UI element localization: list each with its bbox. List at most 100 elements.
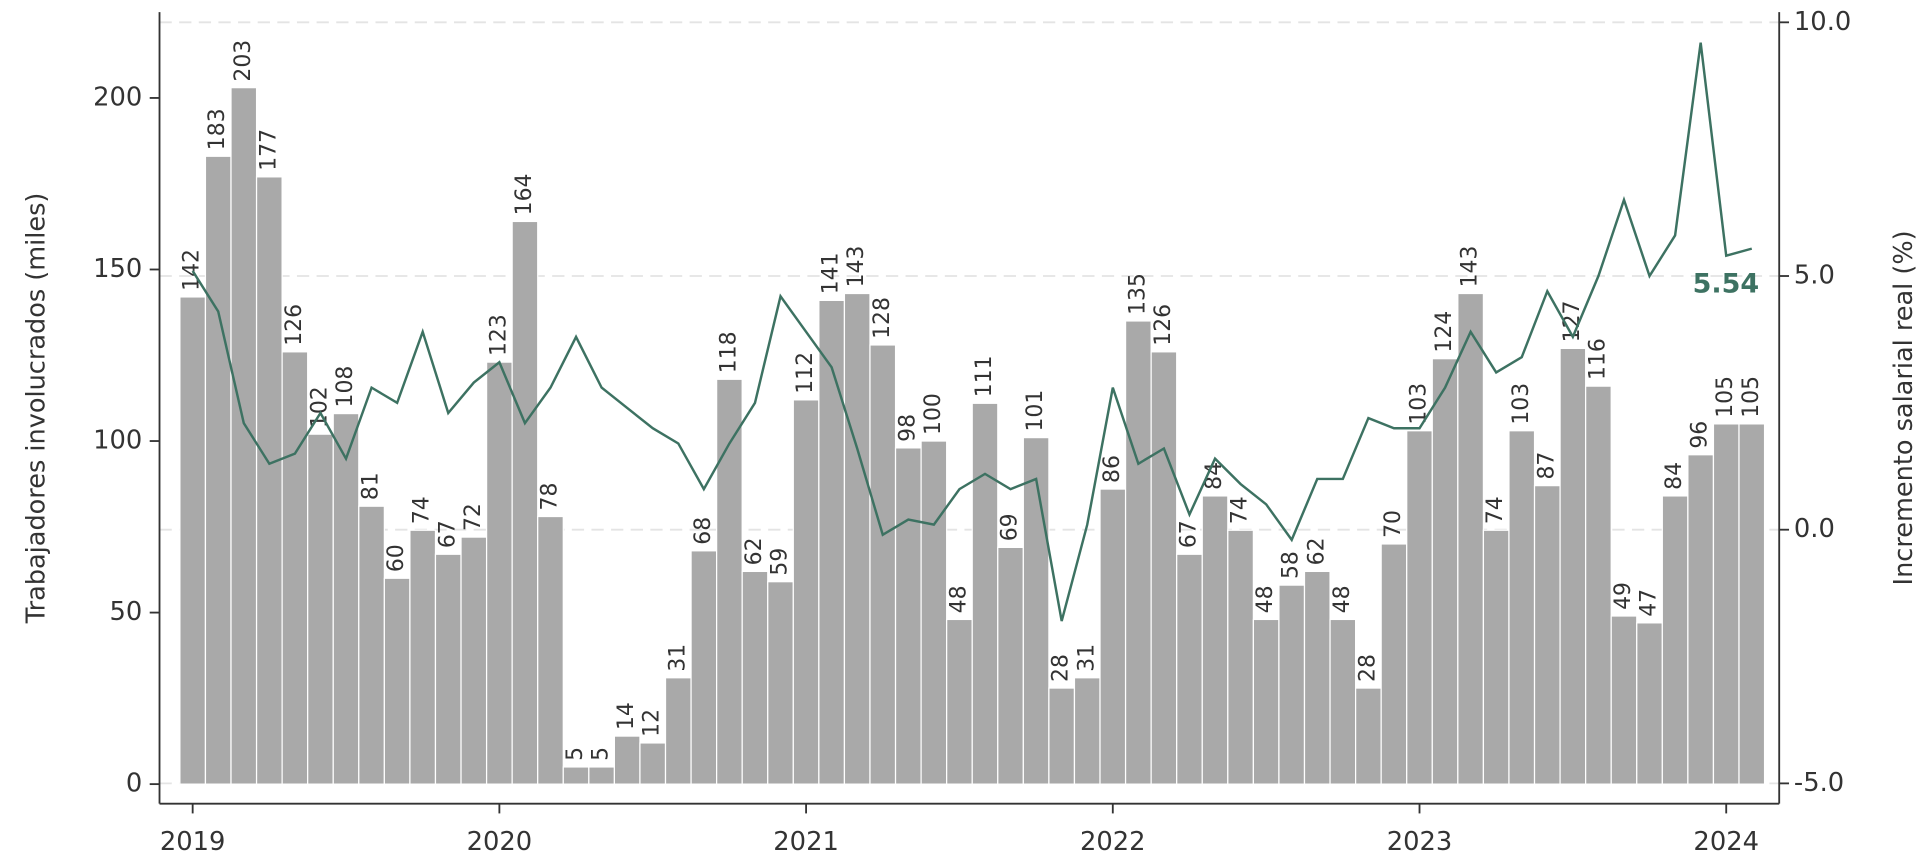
bar <box>869 344 897 785</box>
bar <box>946 618 973 785</box>
bar <box>1380 543 1408 785</box>
bar-value-label: 126 <box>1151 304 1176 346</box>
bar <box>920 440 948 785</box>
bar-value-label: 177 <box>256 129 281 171</box>
bar <box>1048 687 1076 785</box>
y-tick-label: 200 <box>93 83 142 113</box>
bar-value-label: 143 <box>1458 246 1483 288</box>
bar <box>281 351 309 785</box>
bar-value-label: 112 <box>793 352 818 394</box>
bar <box>537 515 564 785</box>
bar-value-label: 105 <box>1739 376 1764 418</box>
bar <box>1329 618 1357 785</box>
bar <box>511 220 539 785</box>
x-tick-label: 2019 <box>160 827 226 857</box>
bar-value-label: 47 <box>1636 589 1661 617</box>
bar-value-label: 67 <box>1176 520 1201 548</box>
bar <box>588 766 616 785</box>
bar <box>716 378 743 785</box>
y2-tick-label: -5.0 <box>1794 768 1844 798</box>
bar <box>997 546 1024 785</box>
bar <box>1482 529 1510 785</box>
y2-tick-label: 0.0 <box>1794 514 1835 544</box>
y-tick-label: 150 <box>93 254 142 284</box>
bar <box>818 299 846 785</box>
bar-value-label: 12 <box>640 709 665 737</box>
y-tick-label: 100 <box>93 426 142 456</box>
bar-value-label: 100 <box>921 393 946 435</box>
y2-axis-label: Incremento salarial real (%) <box>1889 230 1919 585</box>
bar <box>1738 423 1766 785</box>
bar <box>1124 320 1152 785</box>
bar-value-label: 143 <box>844 246 869 288</box>
bar <box>358 505 385 785</box>
bar <box>460 536 488 785</box>
bar <box>1303 570 1331 785</box>
bar <box>1099 488 1127 785</box>
bar-value-label: 103 <box>1509 383 1534 425</box>
bar-value-label: 135 <box>1125 273 1150 315</box>
bar-value-label: 123 <box>486 314 511 356</box>
bar-value-label: 62 <box>742 537 767 565</box>
bar <box>383 577 411 785</box>
bar-value-label: 70 <box>1381 510 1406 538</box>
bar <box>1227 529 1254 785</box>
bar-value-label: 60 <box>384 544 409 572</box>
bar <box>307 433 334 785</box>
bar-value-label: 69 <box>998 513 1023 541</box>
bar <box>1278 584 1306 785</box>
x-tick-label: 2022 <box>1080 827 1146 857</box>
bar-value-label: 5 <box>563 747 588 761</box>
bar-value-label: 74 <box>1483 496 1508 524</box>
y-tick-label: 0 <box>126 769 142 799</box>
bar-value-label: 105 <box>1713 376 1738 418</box>
bar <box>1431 358 1459 785</box>
bar <box>1559 347 1587 785</box>
bar-value-label: 48 <box>1330 585 1355 613</box>
bar-value-label: 5 <box>589 747 614 761</box>
bar-value-label: 49 <box>1611 582 1636 610</box>
bar-value-label: 74 <box>410 496 435 524</box>
x-tick-label: 2023 <box>1387 827 1453 857</box>
y2-tick-label: 5.0 <box>1794 261 1835 291</box>
bar-value-label: 111 <box>972 355 997 397</box>
bar <box>485 361 513 785</box>
x-tick-label: 2021 <box>773 827 839 857</box>
bar <box>1661 495 1689 785</box>
x-tick-label: 2024 <box>1693 827 1759 857</box>
bar <box>434 553 462 785</box>
y2-tick-label: 10.0 <box>1794 7 1851 37</box>
bar-value-label: 108 <box>333 366 358 408</box>
bar <box>1457 292 1485 785</box>
bar <box>1406 430 1433 785</box>
bar <box>1022 436 1050 785</box>
bar <box>1150 351 1178 785</box>
bar-value-label: 103 <box>1406 383 1431 425</box>
bar-value-label: 84 <box>1662 462 1687 490</box>
bar-value-label: 72 <box>461 503 486 531</box>
bar-value-label: 28 <box>1049 654 1074 682</box>
bar-value-label: 126 <box>282 304 307 346</box>
bar-value-label: 96 <box>1688 421 1713 449</box>
bar <box>1176 553 1203 785</box>
y-axis-label: Trabajadores involucrados (miles) <box>21 193 51 625</box>
bar-value-label: 31 <box>665 644 690 672</box>
bar-value-label: 118 <box>716 331 741 373</box>
bar-value-label: 101 <box>1023 390 1048 432</box>
bar <box>1073 677 1101 785</box>
bar <box>971 402 999 785</box>
bar-value-label: 74 <box>1228 496 1253 524</box>
bar <box>1585 385 1612 785</box>
bar <box>639 742 667 785</box>
bar-value-label: 58 <box>1279 551 1304 579</box>
bar-value-label: 203 <box>231 40 256 82</box>
bar-value-label: 31 <box>1074 644 1099 672</box>
bar-value-label: 59 <box>767 548 792 576</box>
bar-value-label: 124 <box>1432 311 1457 353</box>
bar <box>1354 687 1382 785</box>
bar <box>1533 485 1561 785</box>
bar-value-label: 78 <box>537 483 562 511</box>
bar <box>1712 423 1740 785</box>
bar <box>1508 430 1536 785</box>
